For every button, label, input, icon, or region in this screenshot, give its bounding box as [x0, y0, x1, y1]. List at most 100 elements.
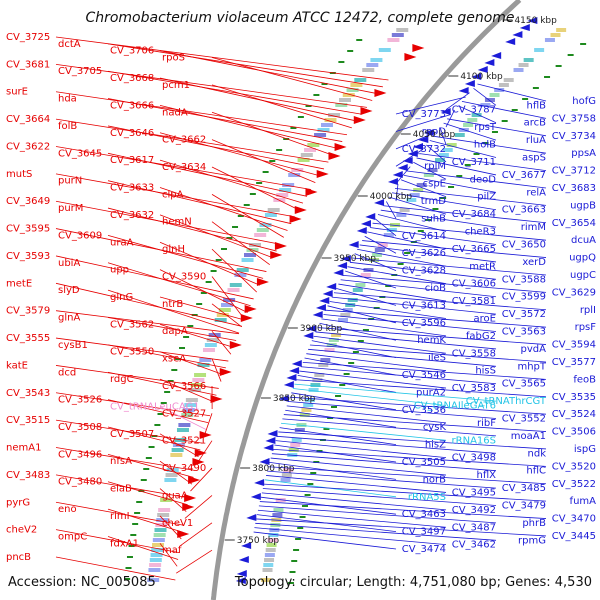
cog-block: [498, 83, 509, 87]
gc-dash: [348, 362, 355, 364]
cog-block: [378, 48, 391, 52]
kbp-tick-label: 3900 kbp: [300, 324, 343, 334]
gc-dash: [237, 215, 244, 217]
gc-dash: [226, 237, 233, 239]
cog-block: [214, 318, 227, 322]
right-label-leader: [254, 527, 447, 546]
right-label-leader: [273, 448, 547, 467]
left-label-leader: [107, 98, 343, 142]
cog-block: [223, 298, 236, 302]
gc-dash: [210, 270, 217, 272]
cog-block: [291, 438, 302, 442]
right-gene-label: CV_3463: [402, 509, 446, 520]
cog-block: [467, 118, 478, 122]
forward-gene-arrow: [294, 206, 307, 214]
reverse-gene-arrow: [471, 73, 482, 80]
cog-block: [310, 383, 321, 387]
right-label-leader: [263, 483, 547, 502]
cog-block: [160, 498, 173, 502]
right-gene-label: CV_3787: [452, 105, 496, 116]
right-label-leader: [403, 174, 497, 193]
right-gene-label: CV_3520: [552, 461, 596, 472]
gc-dash: [404, 252, 411, 254]
gc-dash: [256, 182, 263, 184]
forward-gene-arrow: [219, 368, 232, 376]
right-label-leader: [433, 135, 547, 154]
gc-dash: [183, 336, 190, 338]
right-gene-label: xerD: [522, 257, 546, 268]
right-label-leader: [447, 118, 547, 137]
reverse-gene-arrow: [464, 80, 475, 87]
left-gene-label: rdgC: [110, 374, 134, 385]
cog-block: [314, 133, 327, 137]
gc-dash: [397, 263, 404, 265]
left-label-leader: [107, 536, 179, 560]
right-gene-label: CV_3565: [502, 379, 546, 390]
right-gene-label: CV_3711: [452, 157, 496, 168]
right-label-leader: [319, 322, 397, 341]
left-label-leader: [159, 132, 320, 177]
left-label-leader: [55, 255, 254, 300]
right-label-leader: [253, 531, 397, 550]
kbp-tick-label: 3800 kbp: [252, 464, 295, 474]
left-gene-label: CV_3706: [110, 46, 154, 57]
left-gene-label: CV_3632: [110, 210, 154, 221]
left-label-leader: [55, 282, 242, 327]
forward-gene-arrow: [404, 53, 417, 61]
left-gene-label: fdxA1: [110, 538, 139, 549]
cog-block: [268, 533, 279, 537]
cog-block: [272, 513, 283, 517]
right-gene-label: CV_3498: [452, 453, 496, 464]
cog-block: [269, 528, 280, 532]
gc-dash: [456, 175, 463, 177]
gc-dash: [522, 98, 529, 100]
forward-gene-arrow: [210, 395, 223, 403]
cog-block: [192, 378, 205, 382]
left-gene-label: pyrG: [6, 497, 30, 508]
right-label-leader: [439, 127, 447, 145]
cog-block: [438, 153, 449, 157]
cog-block: [423, 173, 434, 177]
cog-block: [273, 508, 284, 512]
cog-block: [396, 28, 409, 32]
cog-block: [150, 553, 163, 557]
cog-block: [265, 548, 276, 552]
left-gene-label: eno: [58, 504, 77, 515]
cog-block: [337, 318, 348, 322]
gc-dash: [200, 292, 207, 294]
left-label-leader: [55, 556, 176, 581]
left-label-leader: [55, 337, 229, 362]
right-gene-label: rluA: [526, 135, 546, 146]
kbp-tick-label: 3950 kbp: [334, 254, 377, 264]
cog-block: [244, 253, 257, 257]
cog-block: [153, 533, 166, 537]
reverse-gene-arrow: [458, 87, 469, 94]
right-label-leader: [258, 505, 497, 524]
right-gene-label: CV_tRNAIleGAT6: [414, 400, 496, 411]
right-gene-label: CV_3552: [502, 414, 546, 425]
map-title: Chromobacterium violaceum ATCC 12472, co…: [85, 10, 514, 26]
gc-dash: [167, 380, 174, 382]
right-gene-label: fabG2: [466, 331, 496, 342]
left-label-leader: [184, 495, 213, 519]
left-gene-label: CV_3646: [110, 128, 154, 139]
gc-dash: [175, 358, 182, 360]
cog-block: [339, 98, 352, 102]
left-gene-label: hda: [58, 94, 77, 105]
left-gene-label: CV_3521: [162, 436, 206, 447]
right-label-leader: [385, 201, 397, 219]
cog-block: [152, 538, 165, 542]
cog-block: [550, 33, 561, 37]
reverse-gene-arrow: [238, 556, 249, 563]
left-gene-label: purN: [58, 176, 82, 187]
cog-block: [489, 93, 500, 97]
left-label-leader: [159, 269, 248, 313]
right-gene-label: pvdA: [521, 344, 547, 355]
right-gene-label: CV_3495: [452, 487, 496, 498]
left-gene-label: maf: [162, 545, 182, 556]
cog-block: [176, 428, 189, 432]
left-gene-label: CV_3645: [58, 148, 102, 159]
reverse-gene-arrow: [519, 24, 530, 31]
cog-block: [294, 428, 305, 432]
right-label-leader: [413, 161, 447, 180]
